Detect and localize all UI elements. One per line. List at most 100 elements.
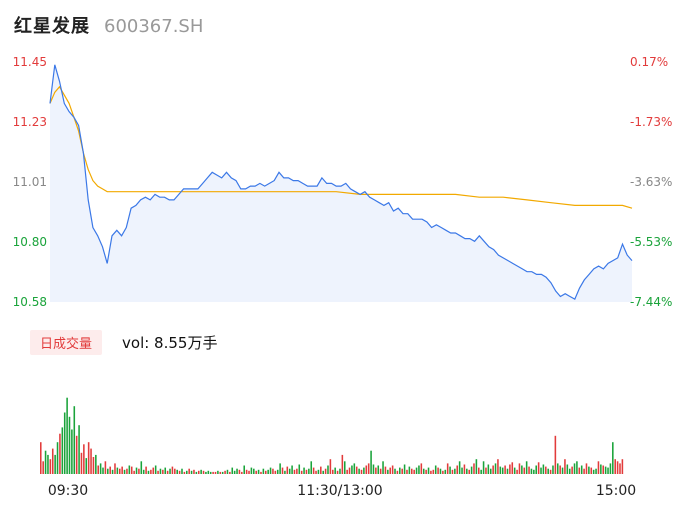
volume-bar (276, 469, 279, 474)
volume-bar (578, 467, 581, 474)
volume-bar (588, 466, 590, 474)
volume-bar (444, 469, 447, 474)
volume-bar (420, 463, 423, 474)
volume-bar (556, 463, 559, 474)
volume-bar (363, 467, 365, 474)
y-axis-left: 11.45 11.23 11.01 10.80 10.58 (13, 55, 47, 309)
volume-bar (174, 468, 176, 474)
volume-bar (535, 465, 537, 474)
y-tick-right: -7.44% (630, 295, 672, 309)
volume-bar (609, 463, 612, 474)
volume-bar (530, 468, 533, 474)
volume-bar (269, 467, 272, 474)
volume-bar (308, 468, 310, 474)
price-line-path (49, 64, 633, 301)
volume-bar (595, 468, 597, 474)
volume-bar (389, 467, 391, 474)
average-price-line (49, 85, 633, 209)
volume-bar (63, 412, 66, 474)
volume-bar (327, 465, 329, 474)
volume-bar (619, 463, 621, 474)
volume-bar (150, 469, 152, 474)
stock-header: 红星发展 600367.SH (14, 12, 203, 40)
volume-bar (533, 469, 535, 474)
volume-bar (463, 464, 466, 474)
volume-bar (78, 425, 80, 474)
volume-bar (499, 466, 502, 474)
y-tick-right: -1.73% (630, 115, 672, 129)
volume-bar (83, 444, 85, 474)
volume-bar (121, 466, 123, 474)
volume-bar (545, 466, 547, 474)
volume-bar (585, 463, 588, 474)
volume-bar (456, 465, 459, 474)
volume-bar (135, 467, 138, 474)
volume-bar (109, 466, 111, 474)
volume-bar (480, 469, 482, 474)
volume-bar (552, 465, 554, 474)
volume-bar (439, 468, 442, 474)
volume-bar (343, 461, 346, 474)
volume-bar (537, 462, 540, 474)
volume-bar (97, 465, 99, 474)
volume-tag[interactable]: 日成交量 (30, 329, 103, 355)
volume-bars (40, 397, 624, 474)
y-tick-right: -5.53% (630, 235, 672, 249)
volume-bar (61, 427, 64, 474)
volume-bar (379, 468, 382, 474)
volume-bar (382, 461, 384, 474)
volume-bar (406, 469, 408, 474)
volume-bar (190, 470, 193, 474)
volume-bar (600, 464, 602, 474)
volume-bar (355, 466, 358, 474)
volume-bar (470, 466, 473, 474)
volume-bar (542, 464, 545, 474)
volume-bar (430, 470, 432, 474)
volume-bar (403, 464, 406, 474)
volume-bar (181, 468, 183, 474)
volume-bar (590, 467, 593, 474)
volume-bar (85, 458, 88, 474)
volume-bar (367, 463, 370, 474)
y-tick-right: -3.63% (630, 175, 672, 189)
volume-bar (118, 468, 121, 474)
volume-bar (346, 469, 348, 474)
volume-bar (451, 469, 454, 474)
volume-bar (336, 470, 339, 474)
volume-bar (568, 468, 571, 474)
volume-bar (272, 468, 274, 474)
volume-bar (243, 465, 245, 474)
volume-bar (224, 470, 226, 474)
volume-bar (245, 469, 248, 474)
volume-bar (528, 466, 530, 474)
volume-bar (193, 469, 195, 474)
volume-bar (612, 442, 614, 474)
volume-bar (68, 416, 71, 474)
volume-bar (387, 469, 389, 474)
volume-bar (580, 465, 583, 474)
volume-bar (264, 470, 267, 474)
volume-bar (303, 467, 305, 474)
volume-bar (322, 470, 324, 474)
volume-bar (166, 470, 169, 474)
volume-bar (410, 468, 413, 474)
volume-bar (92, 457, 95, 474)
volume-bar (487, 464, 490, 474)
volume-bar (358, 468, 360, 474)
volume-bar (360, 469, 363, 474)
volume-bar (607, 467, 609, 474)
volume-bar (449, 466, 451, 474)
time-tick: 11:30/13:00 (297, 483, 382, 499)
volume-bar (317, 469, 320, 474)
volume-bar (54, 454, 56, 474)
volume-bar (518, 463, 521, 474)
volume-bar (51, 448, 54, 474)
volume-bar (233, 470, 236, 474)
y-tick-right: 0.17% (630, 55, 668, 69)
volume-bar (332, 469, 334, 474)
volume-bar (274, 470, 277, 474)
volume-bar (217, 470, 219, 474)
volume-bar (71, 429, 73, 474)
volume-bar (248, 470, 250, 474)
